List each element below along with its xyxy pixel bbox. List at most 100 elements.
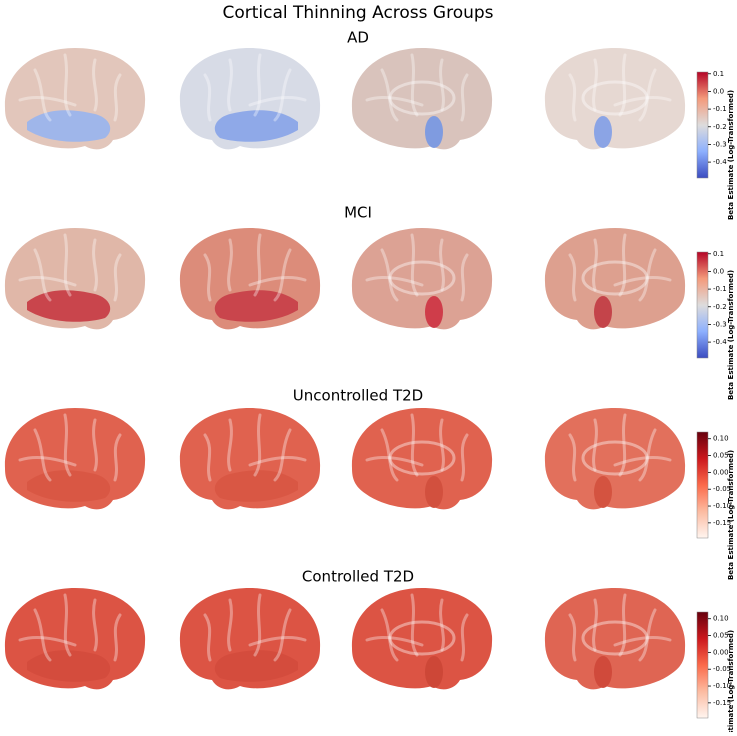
sulcus [18,636,77,647]
sulcus [410,233,419,297]
temporal-lobe [214,290,298,322]
tick-label: -0.15 [713,699,731,707]
tick-label: 0.10 [713,435,729,443]
sulcus [618,593,627,657]
sulcus [273,608,292,662]
tick-label: -0.3 [713,320,727,328]
sulcus [92,58,98,112]
sulcus [410,413,419,477]
sulcus [248,456,307,467]
temporal-lobe [27,470,111,502]
sulcus [460,613,469,662]
sulcus [439,238,445,292]
sulcus [92,418,98,472]
tick-label: -0.10 [713,682,731,690]
sulcus [365,636,424,647]
sulcus [460,73,469,122]
sulcus [253,53,262,117]
tick-label: 0.1 [713,250,724,258]
sulcus [380,428,399,482]
sulcus [203,73,212,122]
sulcus [638,608,657,662]
colorbar-label: Beta Estimate (Log-Transformed) [727,270,735,400]
sulcus [380,68,399,122]
temporal-lobe [27,650,111,682]
brainstem [594,476,612,508]
tick-label: -0.15 [713,519,731,527]
sulcus [253,593,262,657]
sulcus [253,233,262,297]
panel-title: Controlled T2D [302,568,414,586]
tick-label: -0.05 [713,665,731,673]
sulcus [618,233,627,297]
sulcus [273,428,292,482]
corpus-callosum [581,620,649,656]
sulcus [18,276,77,287]
brain-lateral-view [179,228,321,330]
sulcus [113,253,122,302]
sulcus [592,238,598,292]
sulcus [380,608,399,662]
sulcus [113,433,122,482]
sulcus [439,418,445,472]
sulcus [568,73,577,122]
sulcus [33,608,52,662]
sulcus [613,96,672,107]
brainstem [425,296,443,328]
brain-medial-view [544,588,686,690]
brainstem [594,656,612,688]
tick-label: 0.0 [713,87,724,95]
brain-medial-view [351,228,493,330]
sulcus [273,248,292,302]
sulcus [203,433,212,482]
tick-label: 0.1 [713,70,724,78]
sulcus [613,636,672,647]
sulcus [439,598,445,652]
sulcus [380,248,399,302]
sulcus [248,96,307,107]
sulcus [460,433,469,482]
sulcus [18,456,77,467]
brain-lateral-view [4,48,146,150]
sulcus [227,418,233,472]
colorbar [696,431,709,539]
sulcus [410,593,419,657]
sulcus [439,58,445,112]
tick-label: -0.4 [713,338,727,346]
sulcus [568,613,577,662]
colorbar [696,251,709,359]
sulcus [33,248,52,302]
sulcus [613,456,672,467]
sulcus [92,598,98,652]
tick-label: 0.0 [713,267,724,275]
corpus-callosum [388,80,456,116]
brain-lateral-view [4,228,146,330]
tick-label: -0.10 [713,502,731,510]
temporal-lobe [214,110,298,142]
sulcus [248,276,307,287]
panel-title: MCI [344,204,372,222]
sulcus [568,253,577,302]
brainstem [594,296,612,328]
sulcus [203,613,212,662]
sulcus [592,598,598,652]
sulcus [618,53,627,117]
sulcus [227,58,233,112]
sulcus [63,413,72,477]
corpus-callosum [388,620,456,656]
sulcus [592,418,598,472]
tick-label: -0.1 [713,285,727,293]
tick-label: -0.3 [713,140,727,148]
brainstem [425,656,443,688]
brain-lateral-view [179,48,321,150]
sulcus [410,53,419,117]
sulcus [592,58,598,112]
brain-medial-view [544,48,686,150]
colorbar-label: Beta Estimate (Log-Transformed) [727,90,735,220]
panel-title: Uncontrolled T2D [293,387,423,405]
brain-medial-view [351,408,493,510]
colorbar-label: Beta Estimate (Log-Transformed) [727,630,735,732]
colorbar [696,611,709,719]
tick-label: -0.2 [713,303,727,311]
sulcus [113,613,122,662]
